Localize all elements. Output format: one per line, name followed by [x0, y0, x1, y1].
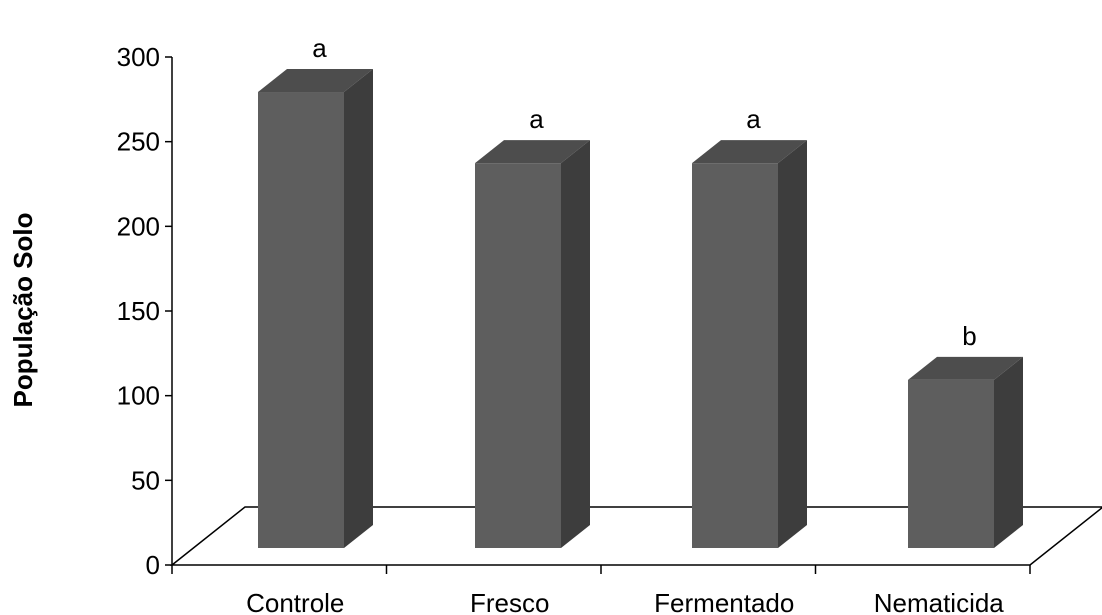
- bar-front-face: [908, 379, 994, 548]
- y-tick-label: 200: [117, 211, 160, 241]
- y-tick-label: 0: [146, 550, 160, 580]
- bars: [258, 69, 1023, 548]
- significance-label: a: [529, 104, 544, 134]
- bar-nematicida: [908, 356, 1023, 548]
- bar-front-face: [475, 163, 561, 548]
- y-tick-label: 300: [117, 42, 160, 72]
- bar-front-face: [692, 163, 778, 548]
- bar-top-face: [908, 356, 1023, 380]
- axes: [165, 56, 1102, 574]
- bar-side-face: [344, 69, 373, 548]
- bar-side-face: [994, 356, 1023, 548]
- x-category-label: Controle: [246, 588, 344, 615]
- significance-label: a: [312, 33, 327, 63]
- floor-plane: [169, 506, 1102, 566]
- y-tick-label: 100: [117, 381, 160, 411]
- x-category-label: Fresco: [470, 588, 549, 615]
- bar-fermentado: [692, 140, 807, 548]
- bar-side-face: [778, 140, 807, 548]
- significance-label: b: [962, 321, 976, 351]
- y-tick-label: 50: [131, 465, 160, 495]
- y-axis-title: População Solo: [8, 212, 38, 407]
- y-tick-label: 250: [117, 127, 160, 157]
- bar-top-face: [258, 69, 373, 93]
- x-category-label: Fermentado: [654, 588, 794, 615]
- bar-fresco: [475, 140, 590, 548]
- y-tick-label: 150: [117, 296, 160, 326]
- bar-front-face: [258, 92, 344, 548]
- bar-controle: [258, 69, 373, 548]
- bar-top-face: [692, 140, 807, 164]
- bar-side-face: [561, 140, 590, 548]
- significance-label: a: [746, 104, 761, 134]
- bar-top-face: [475, 140, 590, 164]
- labels: 0 50 100 150 200 250 300 a Controle a Fresco a Ferme…: [117, 33, 1005, 615]
- x-category-label: Nematicida: [874, 588, 1005, 615]
